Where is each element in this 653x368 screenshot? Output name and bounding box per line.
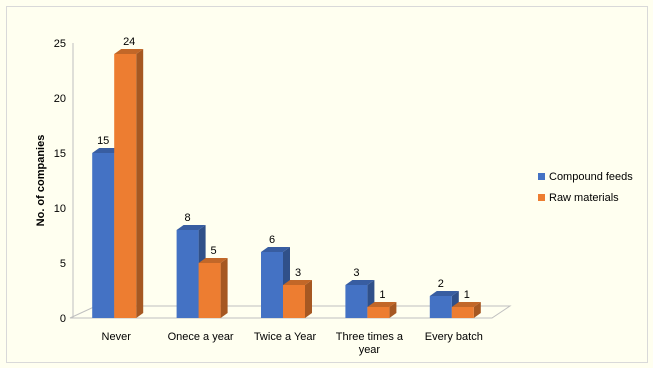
bar-side xyxy=(389,302,397,318)
bar-top xyxy=(345,280,375,285)
bar-top xyxy=(92,148,122,153)
legend: Compound feeds Raw materials xyxy=(538,171,633,204)
data-label: 24 xyxy=(123,36,135,48)
data-label: 1 xyxy=(379,289,385,301)
legend-swatch xyxy=(538,173,545,180)
bar-top xyxy=(367,302,397,307)
bar xyxy=(198,263,221,318)
data-labels: 15 24 8 5 6 3 3 1 2 1 xyxy=(97,36,470,301)
data-label: 2 xyxy=(438,278,444,290)
data-label: 6 xyxy=(269,234,275,246)
bar-top xyxy=(176,225,206,230)
bar xyxy=(429,296,452,318)
y-tick-label: 15 xyxy=(54,148,66,160)
data-label: 5 xyxy=(211,245,217,257)
x-category-label: Never xyxy=(102,331,132,343)
y-axis: 0 5 10 15 20 25 xyxy=(54,38,74,325)
bar xyxy=(261,252,283,318)
y-tick-label: 5 xyxy=(60,258,66,270)
bar-top xyxy=(451,302,481,307)
bar xyxy=(451,307,474,318)
bar-side xyxy=(473,302,481,318)
y-tick-label: 10 xyxy=(54,203,66,215)
legend-swatch xyxy=(538,194,545,201)
data-label: 15 xyxy=(97,135,109,147)
bar-top xyxy=(198,258,228,263)
legend-label: Raw materials xyxy=(549,192,619,204)
data-label: 3 xyxy=(353,267,359,279)
bar-side xyxy=(136,49,144,318)
bars xyxy=(92,49,481,318)
y-tick-label: 25 xyxy=(54,38,66,50)
bar xyxy=(92,153,115,318)
bar xyxy=(367,307,390,318)
bar xyxy=(176,230,199,318)
bar-side xyxy=(220,258,228,318)
x-category-label: Three times a xyxy=(336,331,404,343)
bar-top xyxy=(429,291,459,296)
y-tick-label: 0 xyxy=(60,313,66,325)
x-axis-categories: Never Onece a year Twice a Year Three times… xyxy=(102,331,483,356)
data-label: 1 xyxy=(464,289,470,301)
data-label: 3 xyxy=(295,267,301,279)
bar-top xyxy=(114,49,144,54)
bar xyxy=(345,285,368,318)
x-category-label: year xyxy=(359,344,381,356)
x-category-label: Twice a Year xyxy=(254,331,317,343)
bar-top xyxy=(283,280,312,285)
legend-label: Compound feeds xyxy=(549,171,633,183)
bar-side xyxy=(305,280,312,318)
data-label: 8 xyxy=(185,212,191,224)
x-category-label: Every batch xyxy=(425,331,483,343)
bar-top xyxy=(261,247,290,252)
bar xyxy=(114,54,137,318)
y-tick-label: 20 xyxy=(54,93,66,105)
x-category-label: Onece a year xyxy=(168,331,234,343)
y-axis-label: No. of companies xyxy=(35,135,47,227)
bar xyxy=(283,285,305,318)
